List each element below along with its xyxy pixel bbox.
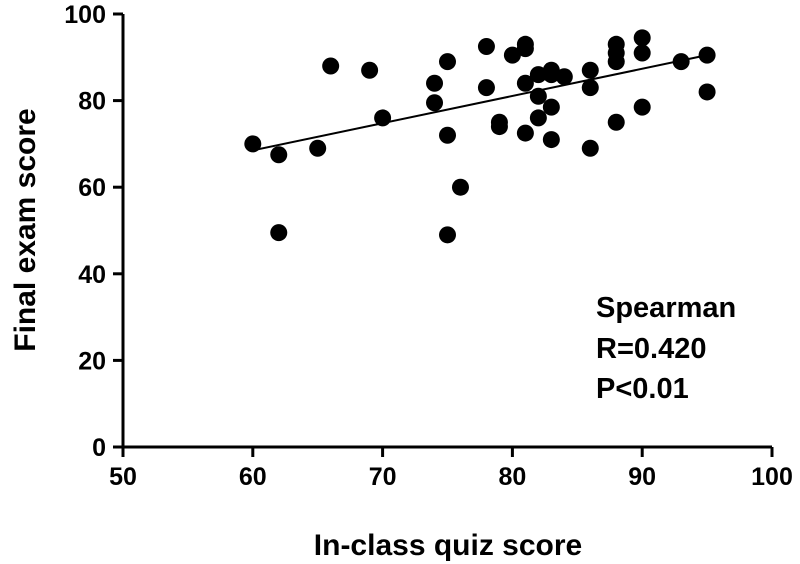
- axes: 50 60 70 80 90 100 0 20 40 60 80 100: [64, 1, 793, 491]
- data-point: [270, 224, 288, 242]
- y-tick-label: 80: [78, 88, 106, 116]
- data-point: [439, 226, 456, 244]
- data-point: [542, 131, 560, 149]
- data-point: [426, 74, 444, 92]
- x-tick-label: 60: [239, 463, 267, 491]
- data-point: [503, 46, 521, 64]
- data-point: [477, 79, 495, 97]
- y-tick-label: 0: [92, 434, 106, 462]
- data-point: [581, 61, 599, 79]
- x-tick-label: 100: [751, 463, 793, 491]
- data-point: [581, 79, 599, 97]
- data-point: [270, 146, 288, 164]
- y-tick-label: 60: [78, 174, 106, 202]
- y-axis-title: Final exam score: [9, 108, 42, 351]
- data-point: [607, 53, 625, 71]
- data-point: [542, 66, 560, 84]
- y-tick-label: 100: [64, 1, 106, 29]
- data-points: [244, 29, 716, 244]
- data-point: [672, 53, 690, 71]
- data-point: [529, 66, 547, 84]
- data-point: [490, 118, 508, 136]
- data-point: [542, 98, 560, 116]
- data-point: [633, 44, 651, 62]
- data-point: [529, 109, 547, 127]
- x-tick-label: 70: [369, 463, 397, 491]
- annotation-method: Spearman: [596, 292, 736, 324]
- annotation-p: P<0.01: [596, 373, 689, 405]
- data-point: [322, 57, 340, 75]
- stats-annotation: Spearman R=0.420 P<0.01: [596, 292, 736, 405]
- data-point: [633, 29, 651, 47]
- x-tick-label: 90: [628, 463, 656, 491]
- data-point: [516, 124, 534, 142]
- x-tick-label: 50: [109, 463, 137, 491]
- x-axis-title: In-class quiz score: [314, 529, 582, 562]
- data-point: [439, 53, 456, 71]
- y-tick-label: 40: [78, 261, 106, 289]
- regression-line: [252, 54, 708, 152]
- data-point: [477, 37, 495, 55]
- data-point: [244, 135, 262, 153]
- data-point: [439, 126, 456, 144]
- data-point: [361, 61, 379, 79]
- data-point: [698, 83, 716, 101]
- x-tick-label: 80: [498, 463, 526, 491]
- data-point: [309, 139, 327, 157]
- data-point: [581, 139, 599, 157]
- data-point: [451, 178, 469, 196]
- data-point: [516, 40, 534, 58]
- data-point: [426, 94, 444, 112]
- data-point: [555, 68, 573, 86]
- data-point: [516, 74, 534, 92]
- annotation-r: R=0.420: [596, 333, 706, 365]
- data-point: [633, 98, 651, 116]
- y-tick-label: 20: [78, 347, 106, 375]
- data-point: [607, 113, 625, 131]
